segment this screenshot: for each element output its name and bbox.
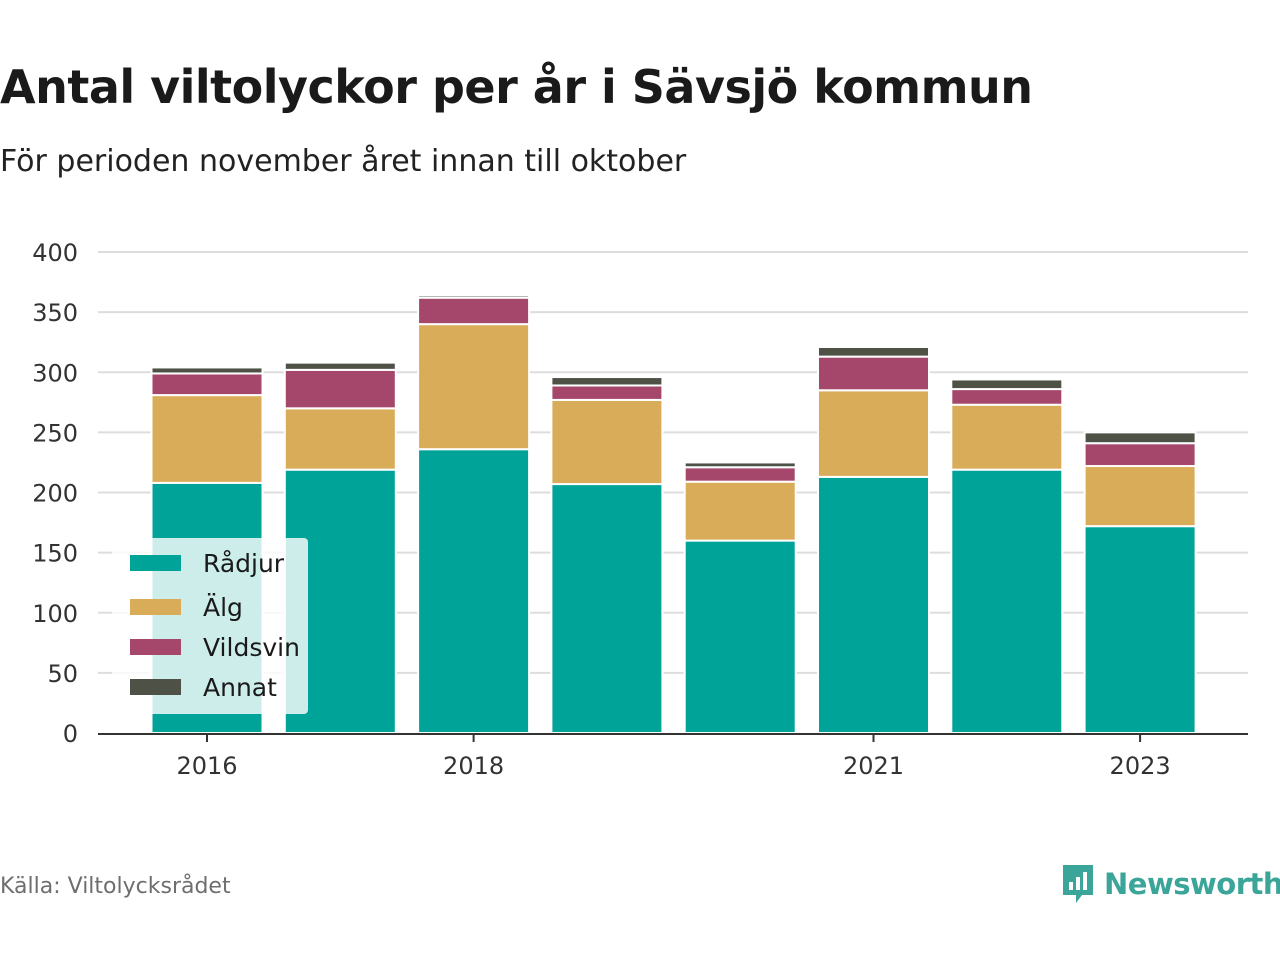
bar-2023-rådjur xyxy=(1083,525,1197,734)
y-tick-label-300: 300 xyxy=(32,359,78,387)
y-tick-label-100: 100 xyxy=(32,600,78,628)
bar-2017-annat xyxy=(283,361,397,371)
bar-2020-älg xyxy=(683,480,797,542)
source-note: Källa: Viltolycksrådet xyxy=(0,874,231,899)
legend-item-annat: Annat xyxy=(130,672,277,702)
x-tick-label-2018: 2018 xyxy=(443,752,504,780)
x-tick-label-2016: 2016 xyxy=(176,752,237,780)
chart-subtitle: För perioden november året innan till ok… xyxy=(0,144,687,179)
bar-2023-vildsvin xyxy=(1083,442,1197,468)
bar-2023-älg xyxy=(1083,465,1197,528)
bar-2021-annat xyxy=(817,345,930,358)
bar-2021-rådjur xyxy=(817,475,930,734)
bar-2022-annat xyxy=(950,378,1064,391)
bar-2016-annat xyxy=(150,366,264,375)
bar-2016-älg xyxy=(150,394,264,484)
bar-2020-rådjur xyxy=(683,539,797,734)
y-tick-label-200: 200 xyxy=(32,480,78,508)
newsworthy-logo-text: Newsworthy xyxy=(1104,867,1280,901)
y-tick-label-150: 150 xyxy=(32,540,78,568)
y-tick-label-50: 50 xyxy=(47,660,78,688)
bar-2018-rådjur xyxy=(417,448,531,734)
bar-2021-älg xyxy=(817,389,930,478)
legend-item-vildsvin: Vildsvin xyxy=(130,632,300,662)
legend-label-radjur: Rådjur xyxy=(203,548,285,578)
x-tick-label-2023: 2023 xyxy=(1110,752,1171,780)
legend-item-radjur: Rådjur xyxy=(130,548,284,578)
bar-2022-rådjur xyxy=(950,468,1064,734)
legend-label-vildsvin: Vildsvin xyxy=(203,632,300,662)
legend-swatch-radjur xyxy=(130,555,181,571)
bar-2018-vildsvin xyxy=(417,296,531,326)
legend-label-alg: Älg xyxy=(203,592,243,622)
bar-2016-vildsvin xyxy=(150,372,264,397)
y-tick-label-0: 0 xyxy=(63,720,78,748)
bar-2019-vildsvin xyxy=(550,384,664,401)
bar-2023-annat xyxy=(1083,431,1197,445)
y-tick-label-350: 350 xyxy=(32,299,78,327)
bar-2019-annat xyxy=(550,376,664,387)
legend-swatch-annat xyxy=(130,679,181,695)
chart-legend: Rådjur Älg Vildsvin Annat xyxy=(112,538,308,714)
y-tick-label-250: 250 xyxy=(32,419,78,447)
legend-swatch-alg xyxy=(130,599,181,615)
bar-2017-älg xyxy=(283,407,397,471)
bar-2018-älg xyxy=(417,323,531,451)
bar-2021-vildsvin xyxy=(817,355,930,392)
bar-2017-vildsvin xyxy=(283,368,397,410)
bar-2022-vildsvin xyxy=(950,388,1064,406)
bar-2020-vildsvin xyxy=(683,466,797,483)
chart-title: Antal viltolyckor per år i Sävsjö kommun xyxy=(0,60,1033,114)
newsworthy-logo-icon xyxy=(1063,865,1093,903)
newsworthy-logo[interactable]: Newsworthy xyxy=(1060,862,1280,906)
y-tick-label-400: 400 xyxy=(32,239,78,267)
legend-swatch-vildsvin xyxy=(130,639,181,655)
legend-label-annat: Annat xyxy=(203,672,277,702)
x-tick-label-2021: 2021 xyxy=(843,752,904,780)
bar-2019-rådjur xyxy=(550,483,664,734)
bar-2018-annat xyxy=(417,294,531,299)
legend-item-alg: Älg xyxy=(130,592,243,622)
bar-2022-älg xyxy=(950,403,1064,471)
bar-2019-älg xyxy=(550,398,664,486)
bar-2020-annat xyxy=(683,461,797,469)
